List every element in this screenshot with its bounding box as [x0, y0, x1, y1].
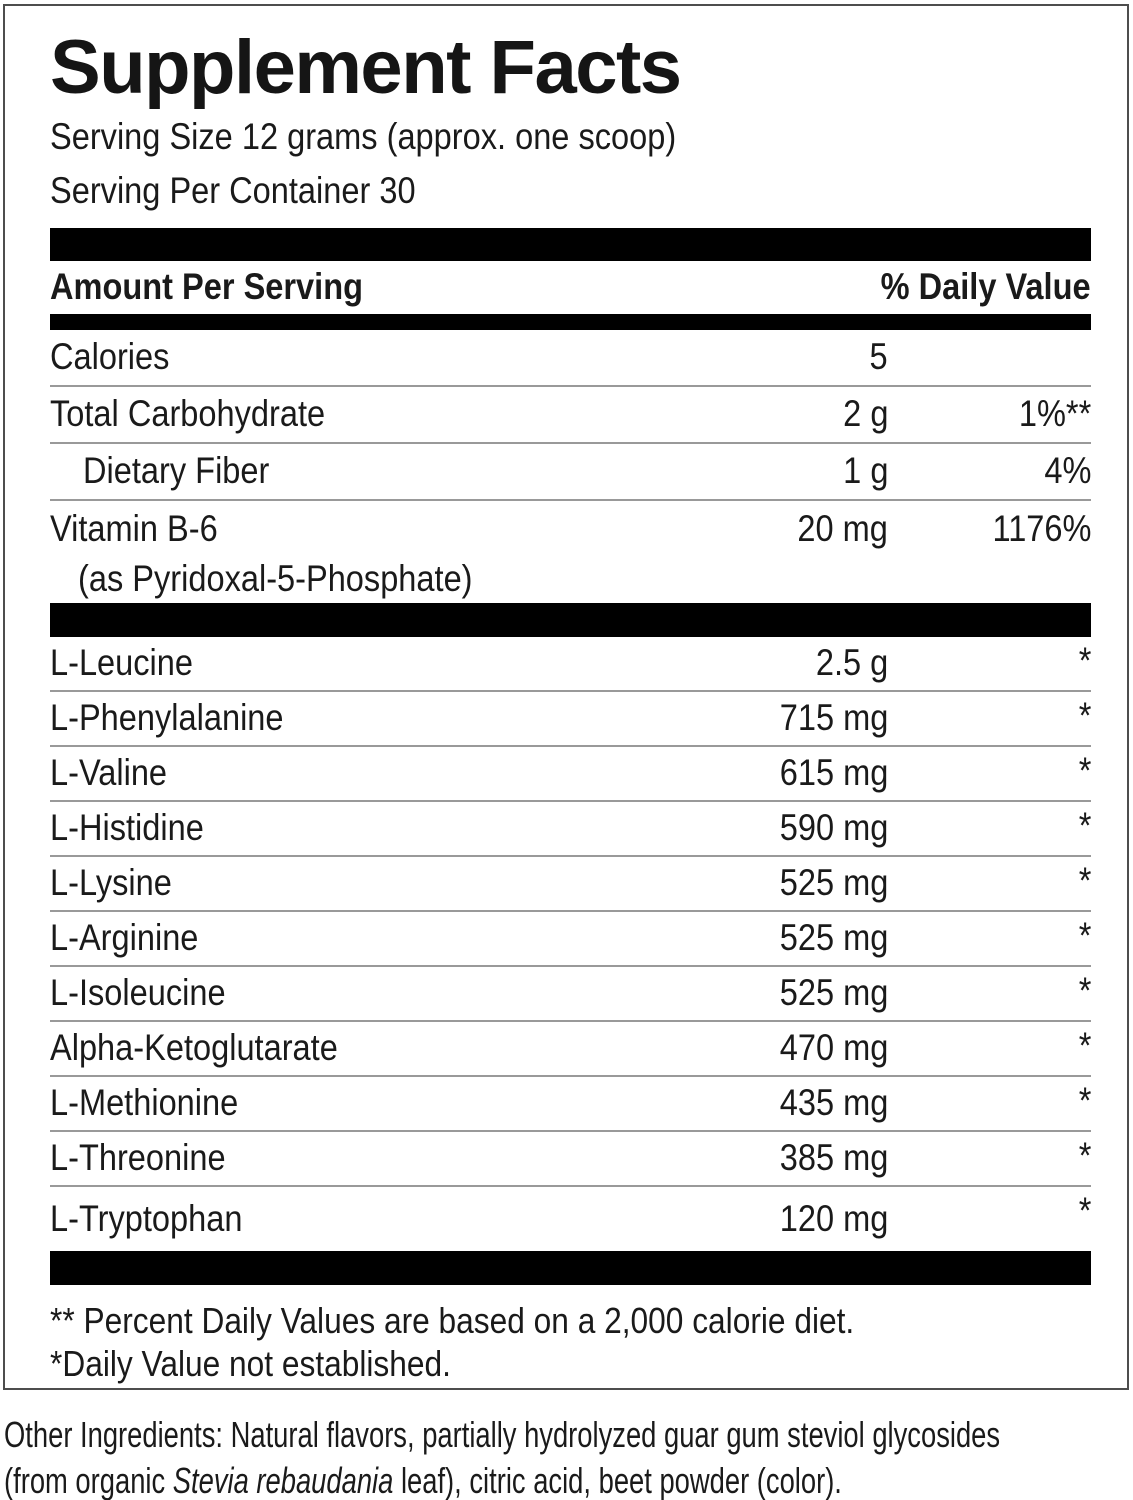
nutrient-amount: 470 mg — [779, 1027, 888, 1069]
nutrient-daily-value — [888, 336, 1091, 378]
nutrient-amount: 615 mg — [779, 752, 888, 794]
nutrient-label: L-Lysine — [50, 862, 172, 904]
divider-bar-thick-bottom — [50, 1250, 1091, 1285]
column-header-row: Amount Per Serving % Daily Value — [50, 261, 1091, 314]
nutrient-daily-value: * — [1078, 969, 1091, 1011]
nutrient-amount: 525 mg — [779, 917, 888, 959]
nutrient-label: L-Histidine — [50, 807, 204, 849]
footnote-percent-dv: ** Percent Daily Values are based on a 2… — [50, 1299, 855, 1341]
nutrient-daily-value: 1%** — [1018, 393, 1091, 435]
nutrient-label: L-Methionine — [50, 1082, 239, 1124]
nutrient-amount: 1 g — [842, 450, 888, 492]
amount-per-serving-header: Amount Per Serving — [50, 266, 364, 308]
table-row-total-carbohydrate: Total Carbohydrate 2 g 1%** — [50, 387, 1091, 444]
table-row-alpha-ketoglutarate: Alpha-Ketoglutarate 470 mg * — [50, 1022, 1091, 1077]
nutrient-daily-value: * — [1078, 804, 1091, 846]
nutrient-label: L-Arginine — [50, 917, 199, 959]
nutrient-daily-value: * — [1078, 1024, 1091, 1066]
table-row-calories: Calories 5 — [50, 330, 1091, 387]
daily-value-header: % Daily Value — [881, 266, 1091, 308]
nutrient-amount: 2 g — [842, 393, 888, 435]
table-row-l-methionine: L-Methionine 435 mg * — [50, 1077, 1091, 1132]
supplement-facts-panel: Supplement Facts Serving Size 12 grams (… — [3, 4, 1129, 1390]
nutrient-label: Alpha-Ketoglutarate — [50, 1027, 338, 1069]
table-row-l-valine: L-Valine 615 mg * — [50, 747, 1091, 802]
nutrient-label: L-Tryptophan — [50, 1197, 243, 1239]
nutrient-daily-value: * — [1078, 859, 1091, 901]
nutrient-daily-value: * — [1078, 1134, 1091, 1176]
other-ingredients-line1: Other Ingredients: Natural flavors, part… — [4, 1414, 1001, 1455]
nutrient-label: Calories — [50, 336, 170, 378]
nutrient-amount: 435 mg — [779, 1082, 888, 1124]
nutrient-amount: 525 mg — [779, 972, 888, 1014]
nutrient-label: Total Carbohydrate — [50, 393, 326, 435]
nutrient-amount: 120 mg — [779, 1197, 888, 1239]
table-row-l-phenylalanine: L-Phenylalanine 715 mg * — [50, 692, 1091, 747]
nutrient-label: L-Valine — [50, 752, 168, 794]
nutrient-amount: 525 mg — [779, 862, 888, 904]
nutrient-daily-value: 4% — [1043, 450, 1091, 492]
footnote-dv-not-established: *Daily Value not established. — [50, 1343, 451, 1385]
nutrient-amount: 590 mg — [779, 807, 888, 849]
other-ingredients: Other Ingredients: Natural flavors, part… — [4, 1412, 1133, 1500]
nutrient-amount: 715 mg — [779, 697, 888, 739]
servings-per-container: Serving Per Container 30 — [50, 169, 416, 211]
nutrient-daily-value: 1176% — [992, 507, 1091, 549]
nutrient-daily-value: * — [1078, 1189, 1091, 1231]
divider-bar-thick-middle — [50, 602, 1091, 637]
table-row-l-threonine: L-Threonine 385 mg * — [50, 1132, 1091, 1187]
table-row-l-isoleucine: L-Isoleucine 525 mg * — [50, 967, 1091, 1022]
nutrient-amount: 2.5 g — [815, 642, 888, 684]
nutrient-daily-value: * — [1078, 1079, 1091, 1121]
table-row-dietary-fiber: Dietary Fiber 1 g 4% — [50, 444, 1091, 501]
divider-bar-thin — [50, 313, 1091, 330]
nutrient-label: Vitamin B-6 (as Pyridoxal-5-Phosphate) — [50, 507, 718, 601]
nutrient-sublabel: (as Pyridoxal-5-Phosphate) — [78, 557, 473, 599]
panel-title: Supplement Facts — [50, 25, 682, 110]
nutrient-section: Calories 5 Total Carbohydrate 2 g 1%** D… — [50, 330, 1091, 603]
nutrient-label: Dietary Fiber — [83, 450, 270, 492]
serving-size: Serving Size 12 grams (approx. one scoop… — [50, 116, 677, 158]
nutrient-label: L-Phenylalanine — [50, 697, 284, 739]
table-row-l-tryptophan: L-Tryptophan 120 mg * — [50, 1187, 1091, 1251]
table-row-vitamin-b-6: Vitamin B-6 (as Pyridoxal-5-Phosphate) 20… — [50, 501, 1091, 603]
nutrient-label: L-Isoleucine — [50, 972, 226, 1014]
nutrient-amount: 5 — [869, 336, 888, 378]
nutrient-amount: 385 mg — [779, 1137, 888, 1179]
nutrient-label: L-Threonine — [50, 1137, 226, 1179]
nutrient-daily-value: * — [1078, 914, 1091, 956]
nutrient-label: L-Leucine — [50, 642, 194, 684]
nutrient-daily-value: * — [1078, 694, 1091, 736]
table-row-l-arginine: L-Arginine 525 mg * — [50, 912, 1091, 967]
divider-bar-thick-top — [50, 227, 1091, 261]
nutrient-daily-value: * — [1078, 639, 1091, 681]
species-name-italic: Stevia rebaudania — [172, 1460, 394, 1500]
nutrient-daily-value: * — [1078, 749, 1091, 791]
other-ingredients-line2: (from organic Stevia rebaudania leaf), c… — [4, 1460, 842, 1500]
nutrient-amount: 20 mg — [797, 507, 888, 549]
table-row-l-histidine: L-Histidine 590 mg * — [50, 802, 1091, 857]
table-row-l-lysine: L-Lysine 525 mg * — [50, 857, 1091, 912]
table-row-l-leucine: L-Leucine 2.5 g * — [50, 637, 1091, 692]
amino-acid-section: L-Leucine 2.5 g * L-Phenylalanine 715 mg… — [50, 637, 1091, 1251]
